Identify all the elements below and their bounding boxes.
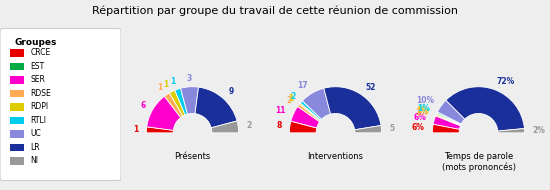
FancyBboxPatch shape (0, 28, 121, 180)
Text: CRCE: CRCE (30, 48, 51, 57)
Wedge shape (498, 128, 525, 133)
Text: Temps de parole
(mots prononcés): Temps de parole (mots prononcés) (442, 152, 515, 172)
Wedge shape (436, 115, 461, 126)
Text: RDPI: RDPI (30, 102, 48, 111)
Wedge shape (169, 90, 185, 116)
Text: 52: 52 (365, 83, 376, 92)
Wedge shape (211, 121, 239, 133)
Text: SER: SER (30, 75, 45, 84)
Wedge shape (299, 103, 321, 121)
Wedge shape (195, 87, 237, 128)
Text: EST: EST (30, 62, 45, 71)
Wedge shape (180, 87, 199, 114)
Text: Interventions: Interventions (307, 152, 364, 161)
Text: 6%: 6% (411, 123, 424, 132)
Text: 9: 9 (228, 87, 234, 97)
Text: 8: 8 (276, 121, 282, 130)
Bar (10, 63, 24, 70)
Bar (10, 157, 24, 165)
Wedge shape (437, 100, 465, 124)
Text: UC: UC (30, 129, 41, 138)
Bar (10, 49, 24, 57)
Text: 10%: 10% (416, 96, 435, 105)
Text: Groupes: Groupes (14, 38, 57, 47)
Wedge shape (436, 113, 461, 125)
Wedge shape (433, 116, 460, 129)
Text: LR: LR (30, 143, 40, 152)
Bar (10, 130, 24, 138)
Wedge shape (324, 87, 381, 130)
Wedge shape (289, 121, 317, 133)
Text: 1%: 1% (416, 106, 429, 115)
Wedge shape (355, 126, 382, 133)
Text: 2: 2 (290, 92, 295, 101)
Bar (10, 117, 24, 124)
Text: 2: 2 (246, 121, 252, 130)
Wedge shape (302, 88, 331, 119)
Wedge shape (146, 127, 173, 133)
Wedge shape (437, 112, 461, 125)
Wedge shape (164, 93, 183, 117)
Wedge shape (446, 87, 524, 131)
Wedge shape (291, 106, 320, 128)
Wedge shape (175, 88, 188, 115)
Text: 2%: 2% (533, 126, 546, 135)
Bar (10, 89, 24, 97)
Text: 1: 1 (288, 94, 294, 103)
Text: RTLI: RTLI (30, 116, 46, 125)
Text: Répartition par groupe du travail de cette réunion de commission: Répartition par groupe du travail de cet… (92, 6, 458, 16)
Wedge shape (298, 104, 320, 122)
Text: Présents: Présents (174, 152, 211, 161)
Bar (10, 76, 24, 84)
Text: 5: 5 (390, 124, 395, 133)
Bar (10, 144, 24, 151)
Text: 1: 1 (170, 77, 175, 86)
Text: 1: 1 (157, 83, 162, 92)
Text: 2: 2 (287, 96, 292, 105)
Wedge shape (300, 101, 322, 120)
Text: 1: 1 (163, 80, 168, 89)
Text: 1: 1 (133, 125, 138, 134)
Text: RDSE: RDSE (30, 89, 51, 98)
Text: 3: 3 (186, 74, 191, 83)
Text: NI: NI (30, 156, 38, 165)
Wedge shape (432, 124, 459, 133)
Wedge shape (147, 96, 181, 130)
Text: 11: 11 (276, 105, 286, 115)
Text: 6: 6 (140, 101, 145, 110)
Text: 1%: 1% (417, 105, 430, 113)
Bar (10, 103, 24, 111)
Text: 72%: 72% (497, 77, 515, 86)
Text: 17: 17 (298, 81, 308, 90)
Text: 6%: 6% (414, 113, 426, 122)
Text: 1%: 1% (415, 108, 428, 116)
